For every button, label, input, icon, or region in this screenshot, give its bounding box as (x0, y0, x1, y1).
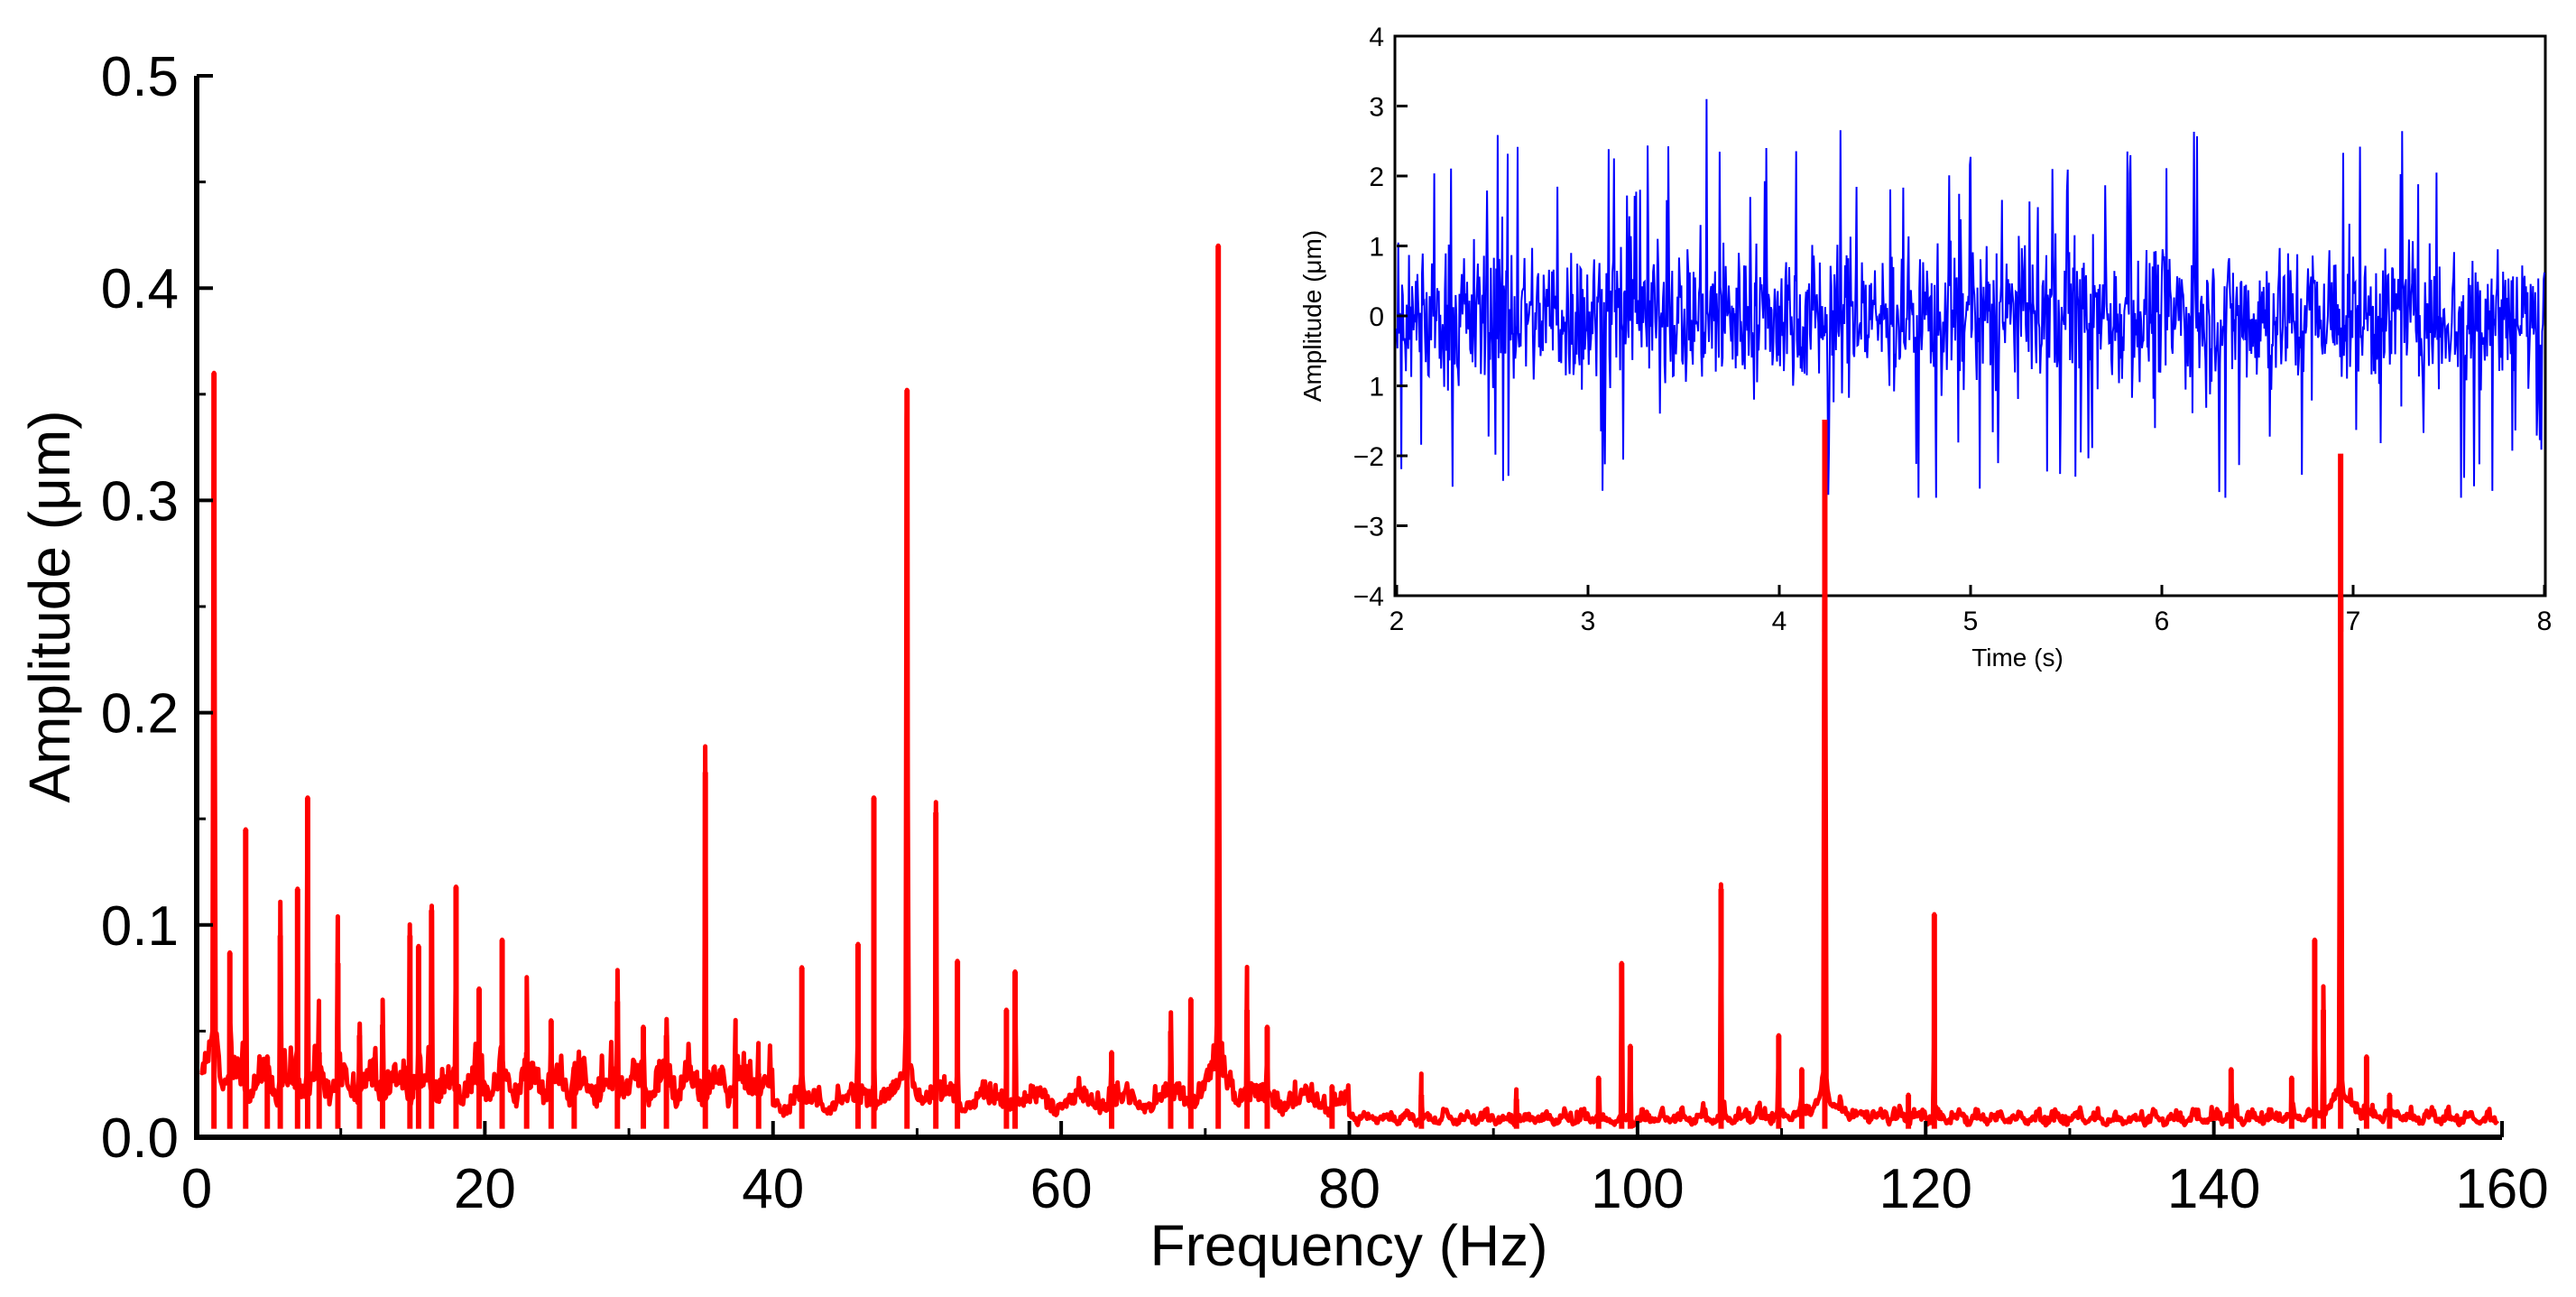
main-x-tick-label: 0 (181, 1158, 212, 1220)
main-x-tick-label: 40 (742, 1158, 804, 1220)
inset-time-chart: 2 3 4 5 6 7 8 4 3 2 1 0 1 −2 −3 −4 Time (s) Amplitude … (1298, 23, 2552, 672)
inset-y-tick-label: 3 (1369, 93, 1384, 123)
main-x-tick-label: 100 (1591, 1158, 1684, 1220)
inset-y-tick-label: 1 (1369, 233, 1384, 263)
main-x-tick-label: 160 (2455, 1158, 2548, 1220)
spectrum-line (199, 243, 2499, 1128)
main-y-tick-label: 0.0 (101, 1107, 179, 1170)
main-y-ticks: 0.0 0.1 0.2 0.3 0.4 0.5 (101, 46, 213, 1170)
inset-x-tick-label: 4 (1772, 607, 1787, 636)
inset-y-ticks: 4 3 2 1 0 1 −2 −3 −4 (1353, 23, 1408, 612)
main-x-tick-label: 60 (1030, 1158, 1093, 1220)
inset-y-tick-label: 0 (1369, 302, 1384, 332)
inset-y-tick-label: −4 (1353, 582, 1384, 612)
main-y-axis-label: Amplitude (μm) (17, 410, 82, 802)
main-spectrum-chart: 0 20 40 60 80 100 120 140 160 0.00.10.20.30.40.5… (17, 46, 2549, 1278)
main-x-tick-label: 20 (454, 1158, 516, 1220)
main-x-tick-label: 80 (1318, 1158, 1380, 1220)
inset-x-ticks: 2 3 4 5 6 7 8 (1390, 585, 2553, 636)
inset-y-tick-label: −3 (1353, 513, 1384, 542)
main-y-tick-label: 0.5 (101, 46, 179, 108)
main-x-axis-label: Frequency (Hz) (1150, 1213, 1548, 1278)
inset-x-axis-label: Time (s) (1971, 644, 2064, 672)
main-y-tick-label: 0.1 (101, 895, 179, 958)
inset-x-tick-label: 8 (2537, 607, 2553, 636)
main-y-tick-label: 0.4 (101, 258, 179, 320)
time-series-line (1396, 98, 2545, 498)
inset-x-tick-label: 2 (1390, 607, 1405, 636)
main-y-tick-label: 0.3 (101, 470, 179, 533)
inset-y-axis-label: Amplitude (μm) (1298, 230, 1326, 402)
inset-y-tick-label: 4 (1369, 23, 1384, 52)
main-x-tick-label: 140 (2167, 1158, 2260, 1220)
inset-y-tick-label: −2 (1353, 442, 1384, 472)
inset-y-tick-label: 1 (1369, 373, 1384, 403)
main-x-tick-label: 120 (1879, 1158, 1972, 1220)
inset-y-tick-label: 2 (1369, 162, 1384, 192)
main-y-tick-label: 0.2 (101, 683, 179, 746)
main-x-ticks: 0 20 40 60 80 100 120 140 160 (181, 1121, 2549, 1220)
inset-x-tick-label: 7 (2346, 607, 2361, 636)
spectrum-overlay-peaks (1822, 420, 2344, 632)
inset-x-tick-label: 6 (2155, 607, 2170, 636)
spectrum-series (199, 243, 2499, 1129)
inset-x-tick-label: 5 (1963, 607, 1979, 636)
time-series (1396, 98, 2545, 498)
inset-x-tick-label: 3 (1581, 607, 1596, 636)
